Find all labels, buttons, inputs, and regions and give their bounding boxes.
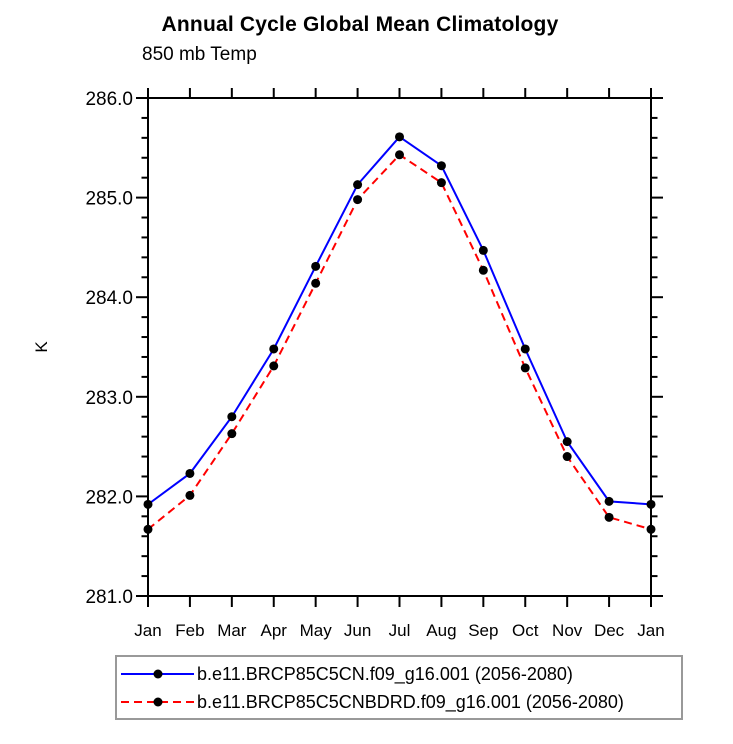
x-tick-label: Jan xyxy=(637,621,664,640)
y-axis-title: K xyxy=(32,341,51,353)
data-point-marker xyxy=(395,150,404,160)
plot-border xyxy=(147,97,652,597)
data-point-marker xyxy=(478,245,488,255)
legend-line-sample-icon xyxy=(121,669,194,678)
data-point-marker xyxy=(269,361,279,371)
y-tick-label: 284.0 xyxy=(85,288,133,309)
data-point-marker xyxy=(562,437,572,447)
data-point-marker xyxy=(395,132,404,142)
legend-line-sample-icon xyxy=(121,697,194,706)
y-tick-label: 285.0 xyxy=(85,189,133,210)
data-point-marker xyxy=(353,180,363,190)
x-tick-label: May xyxy=(300,621,333,640)
legend-item: b.e11.BRCP85C5CNBDRD.f09_g16.001 (2056-2… xyxy=(120,688,681,716)
data-point-marker xyxy=(562,452,572,462)
x-tick-label: Oct xyxy=(512,621,539,640)
series-line-0 xyxy=(147,135,652,506)
y-tick-label: 283.0 xyxy=(85,388,133,409)
y-tick-label: 281.0 xyxy=(85,587,133,608)
x-tick-label: Apr xyxy=(261,621,288,640)
legend-label: b.e11.BRCP85C5CNBDRD.f09_g16.001 (2056-2… xyxy=(197,691,624,712)
data-point-marker xyxy=(436,161,446,171)
x-tick-label: Dec xyxy=(594,621,625,640)
data-point-marker xyxy=(311,278,321,288)
data-point-marker xyxy=(227,429,237,439)
data-point-marker xyxy=(520,363,530,373)
legend-label: b.e11.BRCP85C5CN.f09_g16.001 (2056-2080) xyxy=(197,663,573,684)
data-point-marker xyxy=(311,261,321,271)
data-point-marker xyxy=(353,195,363,205)
data-point-marker xyxy=(185,490,195,500)
chart-subtitle: 850 mb Temp xyxy=(142,44,257,65)
x-tick-label: Nov xyxy=(552,621,583,640)
legend-item: b.e11.BRCP85C5CN.f09_g16.001 (2056-2080) xyxy=(120,660,681,688)
y-tick-label: 286.0 xyxy=(85,89,133,110)
data-point-marker xyxy=(143,499,153,509)
data-point-marker xyxy=(143,524,153,534)
x-tick-label: Mar xyxy=(217,621,247,640)
data-point-marker xyxy=(185,468,195,478)
x-tick-label: Sep xyxy=(468,621,498,640)
data-point-marker xyxy=(478,265,488,275)
series-line-1 xyxy=(147,153,652,531)
data-point-marker xyxy=(520,344,530,354)
data-point-marker xyxy=(436,178,446,188)
data-point-marker xyxy=(604,512,614,522)
y-tick-label: 282.0 xyxy=(85,487,133,508)
x-tick-label: Jun xyxy=(344,621,371,640)
x-tick-label: Feb xyxy=(175,621,204,640)
data-point-marker xyxy=(269,344,279,354)
data-point-marker xyxy=(227,412,237,422)
x-tick-label: Jan xyxy=(134,621,161,640)
chart-title: Annual Cycle Global Mean Climatology xyxy=(161,13,559,36)
data-point-marker xyxy=(604,496,614,506)
data-point-marker xyxy=(646,524,656,534)
x-tick-label: Aug xyxy=(426,621,456,640)
plot-area: 281.0 282.0 283.0 284.0 285.0 286.0 Jan Feb Mar A… xyxy=(32,88,665,640)
data-point-marker xyxy=(646,499,656,509)
legend: b.e11.BRCP85C5CN.f09_g16.001 (2056-2080)… xyxy=(115,655,683,720)
x-tick-label: Jul xyxy=(389,621,411,640)
